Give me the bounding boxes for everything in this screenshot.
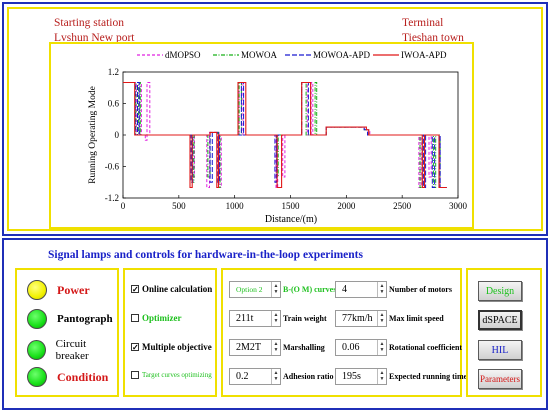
- marshalling-label: Marshalling: [283, 343, 325, 352]
- marshalling-value: 2M2T: [236, 342, 261, 353]
- running-time-input[interactable]: 195s ▲ ▼: [335, 368, 387, 385]
- target-curves-checkbox[interactable]: Target curves optimizing: [131, 371, 212, 379]
- dspace-button[interactable]: dSPACE: [478, 310, 522, 330]
- x-tick-label: 3000: [449, 201, 468, 211]
- motors-count-value: 4: [342, 284, 347, 295]
- rotational-coefficient-input[interactable]: 0.06 ▲ ▼: [335, 339, 387, 356]
- spinner-arrows-icon[interactable]: ▲ ▼: [377, 311, 386, 326]
- y-tick-label: 0: [115, 130, 120, 140]
- rotational-coefficient-value: 0.06: [342, 342, 360, 353]
- spinner-arrows-icon[interactable]: ▲ ▼: [271, 369, 280, 384]
- y-tick-label: -1.2: [105, 193, 119, 203]
- y-tick-label: -0.6: [105, 162, 120, 172]
- legend-label: MOWOA-APD: [313, 50, 370, 60]
- x-tick-label: 2000: [337, 201, 356, 211]
- running-time-label: Expected running time: [389, 372, 468, 381]
- parameters-group: Option 2 ▲ ▼ B-(O M) curves 4 ▲ ▼ Number o…: [221, 268, 467, 397]
- y-axis-label: Running Operating Mode: [88, 86, 98, 184]
- circuit-breaker-lamp: [27, 340, 46, 360]
- y-tick-label: 0.6: [108, 99, 120, 109]
- motors-count-label: Number of motors: [389, 285, 452, 294]
- rotational-coefficient-label: Rotational coefficient: [389, 343, 463, 352]
- marshalling-input[interactable]: 2M2T ▲ ▼: [229, 339, 281, 356]
- controls-title: Signal lamps and controls for hardware-i…: [48, 249, 363, 261]
- condition-lamp-label: Condition: [57, 369, 109, 384]
- pantograph-lamp-row: Pantograph: [27, 309, 113, 329]
- adhesion-ratio-value: 0.2: [236, 371, 249, 382]
- circuit-breaker-lamp-row: Circuit breaker: [27, 338, 117, 362]
- route-chart-panel: Starting station Lvshun New port Termina…: [2, 2, 548, 236]
- target-curves-label: Target curves optimizing: [142, 371, 212, 379]
- optimizer-checkbox[interactable]: Optimizer: [131, 313, 182, 323]
- target-curves-check[interactable]: [131, 371, 139, 379]
- pantograph-lamp: [27, 309, 47, 329]
- signal-lamps-group: Power Pantograph Circuit breaker Conditi…: [15, 268, 119, 397]
- circuit-breaker-lamp-label: Circuit breaker: [55, 338, 89, 362]
- parameters-button[interactable]: Parameters: [478, 369, 522, 389]
- optimizer-label: Optimizer: [142, 313, 182, 323]
- power-lamp-label: Power: [57, 282, 90, 297]
- spinner-arrows-icon[interactable]: ▲ ▼: [271, 311, 280, 326]
- multiple-objective-checkbox[interactable]: ✓ Multiple objective: [131, 342, 212, 352]
- adhesion-ratio-label: Adhesion ratio: [283, 372, 334, 381]
- series-line-dmopso: [123, 82, 447, 188]
- online-calculation-label: Online calculation: [142, 284, 213, 294]
- hil-button[interactable]: HIL: [478, 340, 522, 360]
- multiple-objective-label: Multiple objective: [142, 342, 212, 352]
- power-lamp: [27, 280, 47, 300]
- running-time-value: 195s: [342, 371, 361, 382]
- action-buttons-group: Design dSPACE HIL Parameters: [466, 268, 542, 397]
- options-group: ✓ Online calculation Optimizer ✓ Multipl…: [123, 268, 217, 397]
- curve-option-label: B-(O M) curves: [283, 285, 337, 294]
- optimizer-check[interactable]: [131, 314, 139, 322]
- max-speed-value: 77km/h: [342, 313, 373, 324]
- power-lamp-row: Power: [27, 280, 90, 300]
- legend-label: IWOA-APD: [401, 50, 447, 60]
- x-tick-label: 2500: [393, 201, 412, 211]
- x-tick-label: 0: [121, 201, 126, 211]
- curve-option-select[interactable]: Option 2 ▲ ▼: [229, 281, 281, 298]
- online-calculation-check[interactable]: ✓: [131, 285, 139, 294]
- running-mode-chart: 0 500 1000 1500 2000 2500 30001.20.60-0.6-1.2 …: [51, 44, 472, 227]
- terminal-station-label: Terminal: [402, 17, 444, 29]
- spinner-arrows-icon[interactable]: ▲ ▼: [271, 340, 280, 355]
- design-button[interactable]: Design: [478, 281, 522, 301]
- controls-panel: Signal lamps and controls for hardware-i…: [2, 238, 548, 410]
- x-tick-label: 1000: [226, 201, 245, 211]
- y-tick-label: 1.2: [108, 67, 119, 77]
- train-weight-label: Train weight: [283, 314, 327, 323]
- train-weight-value: 211t: [236, 313, 254, 324]
- max-speed-input[interactable]: 77km/h ▲ ▼: [335, 310, 387, 327]
- start-station-name: Lvshun New port: [54, 32, 135, 44]
- spinner-arrows-icon[interactable]: ▲ ▼: [377, 340, 386, 355]
- legend-label: MOWOA: [241, 50, 277, 60]
- condition-lamp: [27, 367, 47, 387]
- series-line-mowoa-apd: [123, 82, 447, 188]
- x-tick-label: 1500: [282, 201, 301, 211]
- condition-lamp-row: Condition: [27, 367, 108, 387]
- legend-label: dMOPSO: [165, 50, 201, 60]
- max-speed-label: Max limit speed: [389, 314, 444, 323]
- start-station-label: Starting station: [54, 17, 124, 29]
- chart-frame: 0 500 1000 1500 2000 2500 3000 1.2 0.6 0 -0.6 -1.2 …: [49, 42, 474, 229]
- adhesion-ratio-input[interactable]: 0.2 ▲ ▼: [229, 368, 281, 385]
- terminal-station-name: Tieshan town: [402, 32, 464, 44]
- x-tick-label: 500: [172, 201, 186, 211]
- train-weight-input[interactable]: 211t ▲ ▼: [229, 310, 281, 327]
- spinner-arrows-icon[interactable]: ▲ ▼: [377, 369, 386, 384]
- online-calculation-checkbox[interactable]: ✓ Online calculation: [131, 284, 212, 294]
- x-axis-label: Distance/(m): [265, 214, 317, 225]
- series-line-iwoa-apd: [123, 81, 447, 189]
- motors-count-input[interactable]: 4 ▲ ▼: [335, 281, 387, 298]
- spinner-arrows-icon[interactable]: ▲ ▼: [271, 282, 280, 297]
- chart-yellow-frame: [7, 7, 543, 231]
- pantograph-lamp-label: Pantograph: [57, 313, 113, 325]
- curve-option-value: Option 2: [236, 285, 263, 294]
- multiple-objective-check[interactable]: ✓: [131, 343, 139, 352]
- spinner-arrows-icon[interactable]: ▲ ▼: [377, 282, 386, 297]
